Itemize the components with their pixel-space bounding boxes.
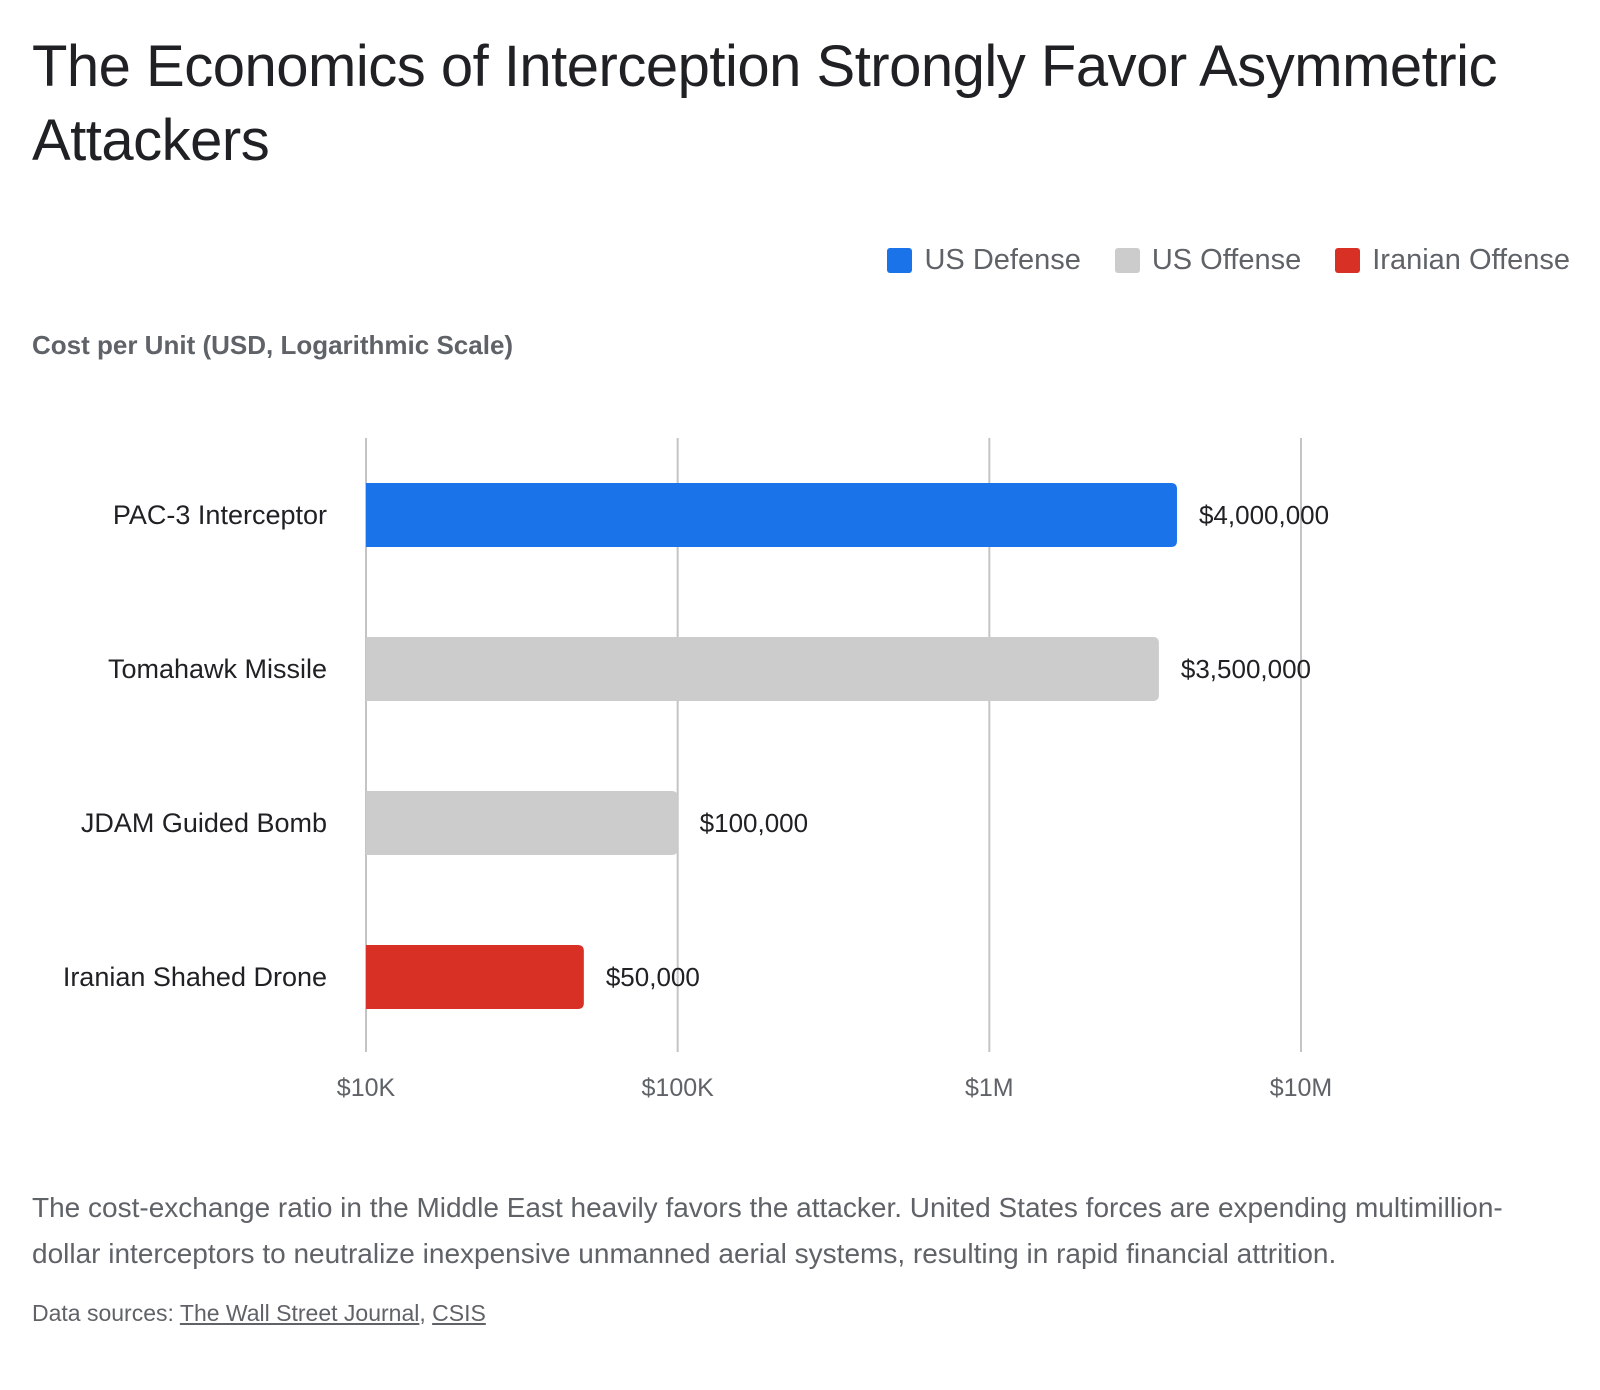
value-label-tomahawk-missile: $3,500,000 <box>1181 654 1311 684</box>
x-tick-label-1m: $1M <box>965 1074 1014 1102</box>
chart-title: The Economics of Interception Strongly F… <box>32 34 1497 173</box>
bar-pac-3-interceptor <box>366 483 1177 547</box>
x-tick-label-100k: $100K <box>642 1074 715 1102</box>
category-label-iranian-shahed-drone: Iranian Shahed Drone <box>63 962 327 992</box>
data-sources: Data sources: The Wall Street Journal, C… <box>32 1300 486 1327</box>
bar-tomahawk-missile <box>366 637 1159 701</box>
bar-jdam-guided-bomb <box>366 791 678 855</box>
sources-prefix: Data sources: <box>32 1300 174 1326</box>
source-link-csis[interactable]: CSIS <box>432 1300 486 1326</box>
legend-swatch-us-offense <box>1114 248 1140 273</box>
legend-swatch-us-defense <box>887 248 913 273</box>
value-label-jdam-guided-bomb: $100,000 <box>700 808 808 838</box>
legend-label-us-offense: US Offense <box>1151 244 1302 276</box>
legend-item-us-offense: US Offense <box>1114 244 1302 277</box>
legend-item-us-defense: US Defense <box>887 244 1081 277</box>
sources-separator: , <box>419 1300 426 1326</box>
legend-item-iranian-offense: Iranian Offense <box>1335 244 1570 277</box>
chart-caption: The cost-exchange ratio in the Middle Ea… <box>32 1192 1503 1269</box>
legend-label-us-defense: US Defense <box>924 244 1081 276</box>
category-label-pac-3-interceptor: PAC-3 Interceptor <box>113 500 327 530</box>
legend-label-iranian-offense: Iranian Offense <box>1372 244 1570 276</box>
chart-legend: US Defense US Offense Iranian Offense <box>853 244 1570 277</box>
x-tick-label-10k: $10K <box>337 1074 396 1102</box>
x-tick-label-10m: $10M <box>1270 1074 1333 1102</box>
category-label-tomahawk-missile: Tomahawk Missile <box>108 654 327 684</box>
legend-swatch-iranian-offense <box>1335 248 1361 273</box>
bar-iranian-shahed-drone <box>366 945 584 1009</box>
category-label-jdam-guided-bomb: JDAM Guided Bomb <box>81 808 327 838</box>
value-label-iranian-shahed-drone: $50,000 <box>606 962 700 992</box>
value-label-pac-3-interceptor: $4,000,000 <box>1199 500 1329 530</box>
x-axis-title: Cost per Unit (USD, Logarithmic Scale) <box>32 330 514 360</box>
bar-chart: $10K $100K $1M $10M PAC-3 Interceptor $4,000,… <box>63 438 1333 1102</box>
source-link-wsj[interactable]: The Wall Street Journal <box>179 1300 420 1326</box>
